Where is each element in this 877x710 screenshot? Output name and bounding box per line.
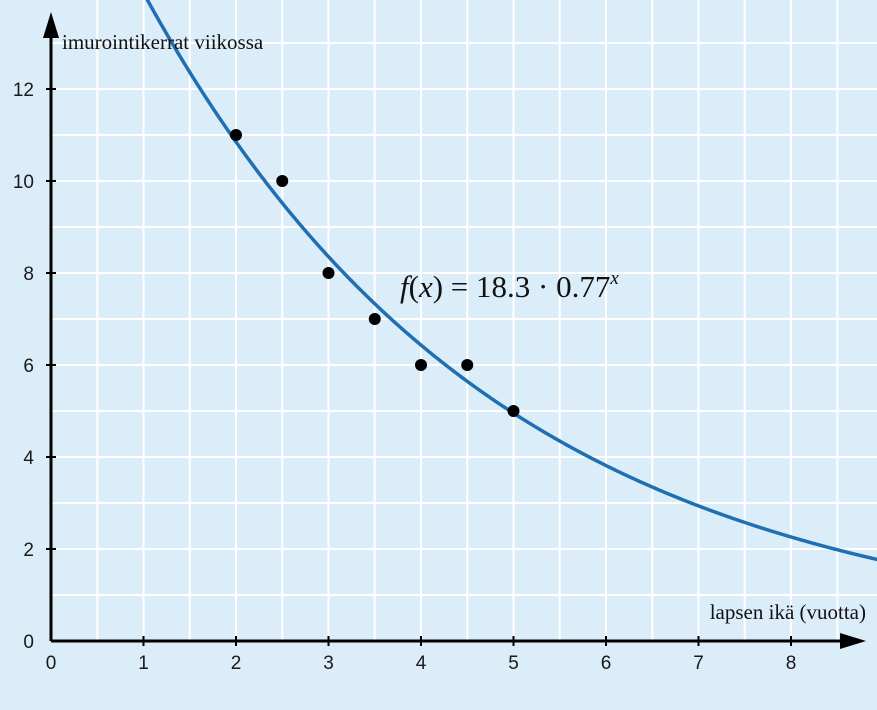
y-tick-label: 8 — [23, 264, 34, 285]
x-tick-label: 2 — [231, 653, 242, 674]
y-tick-label: 4 — [23, 448, 34, 469]
eq-paren-close: ) — [433, 269, 443, 304]
data-point — [461, 359, 474, 371]
grid — [51, 0, 877, 641]
y-tick-label: 2 — [23, 540, 34, 561]
y-tick-label: 6 — [23, 356, 34, 377]
axes — [43, 12, 866, 649]
eq-exponent: x — [609, 268, 619, 289]
x-tick-label: 4 — [416, 653, 427, 674]
data-point — [276, 175, 289, 187]
x-axis-arrow — [840, 633, 866, 649]
x-axis-label: lapsen ikä (vuotta) — [710, 600, 866, 624]
y-axis-label: imurointikerrat viikossa — [62, 30, 264, 54]
x-tick-label: 7 — [693, 653, 704, 674]
data-point — [415, 359, 427, 371]
x-tick-label: 6 — [601, 653, 612, 674]
x-tick-label: 3 — [323, 653, 334, 674]
x-tick-label: 0 — [46, 653, 57, 674]
data-point — [368, 313, 381, 325]
data-point — [507, 405, 520, 417]
data-points — [230, 129, 520, 417]
eq-paren-open: ( — [409, 269, 419, 304]
y-tick-label: 10 — [13, 172, 34, 193]
x-tick-label: 1 — [138, 653, 149, 674]
eq-rhs: = 18.3 · 0.77 — [443, 269, 610, 304]
y-tick-label: 0 — [23, 632, 34, 653]
x-tick-label: 8 — [786, 653, 797, 674]
equation-label: f(x) = 18.3 · 0.77x — [400, 268, 619, 304]
y-axis-arrow — [43, 12, 59, 38]
x-tick-label: 5 — [508, 653, 519, 674]
eq-var: x — [418, 269, 433, 304]
y-tick-label: 12 — [13, 80, 34, 101]
data-point — [322, 267, 335, 279]
data-point — [230, 129, 242, 141]
